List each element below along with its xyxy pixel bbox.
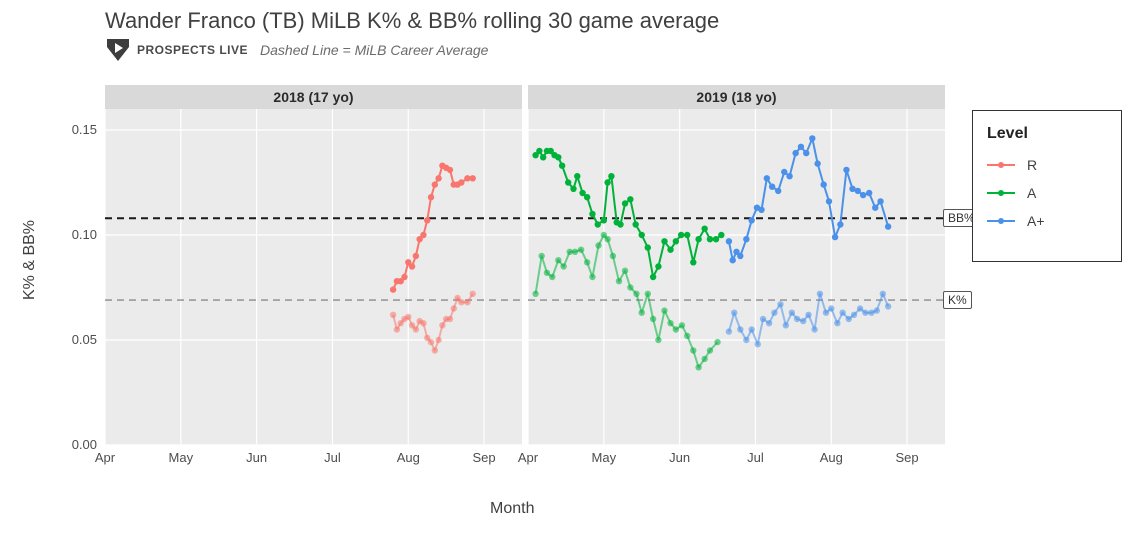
y-tick-label: 0.15 <box>49 122 97 137</box>
legend-item-a: A <box>987 185 1107 201</box>
y-tick-label: 0.00 <box>49 437 97 452</box>
legend-label: A+ <box>1027 213 1045 229</box>
x-tick-label: Aug <box>820 450 843 465</box>
legend-item-aplus: A+ <box>987 213 1107 229</box>
legend-label: R <box>1027 157 1037 173</box>
y-tick-label: 0.05 <box>49 332 97 347</box>
legend-title: Level <box>987 125 1107 143</box>
x-tick-label: Sep <box>896 450 919 465</box>
y-tick-label: 0.10 <box>49 227 97 242</box>
x-tick-label: Jul <box>324 450 341 465</box>
legend-label: A <box>1027 185 1036 201</box>
logo-text: PROSPECTS LIVE <box>137 43 248 57</box>
x-tick-label: Apr <box>95 450 115 465</box>
reference-line-label-k: K% <box>943 291 972 309</box>
shield-play-icon <box>105 39 131 61</box>
legend-box: Level RA A+ <box>972 110 1122 262</box>
facet-panel <box>528 109 945 445</box>
chart-title: Wander Franco (TB) MiLB K% & BB% rolling… <box>105 8 1140 34</box>
x-tick-label: Jun <box>246 450 267 465</box>
prospects-live-logo: PROSPECTS LIVE <box>105 39 248 61</box>
x-axis-label: Month <box>490 500 534 518</box>
facet-strip: 2018 (17 yo) <box>105 85 522 109</box>
y-axis-label: K% & BB% <box>21 220 39 300</box>
legend-swatch <box>987 186 1015 200</box>
subtitle-row: PROSPECTS LIVE Dashed Line = MiLB Career… <box>105 36 1140 64</box>
subtitle-note: Dashed Line = MiLB Career Average <box>260 42 488 58</box>
x-tick-label: Aug <box>397 450 420 465</box>
facet-strip: 2019 (18 yo) <box>528 85 945 109</box>
x-tick-label: Sep <box>473 450 496 465</box>
x-tick-label: May <box>169 450 194 465</box>
facet-panel <box>105 109 522 445</box>
legend-swatch <box>987 214 1015 228</box>
x-tick-label: Jun <box>669 450 690 465</box>
legend-swatch <box>987 158 1015 172</box>
x-tick-label: Jul <box>747 450 764 465</box>
x-tick-label: Apr <box>518 450 538 465</box>
plot-area: 2018 (17 yo) Apr May Jun Jul Aug Sep 2019 (18 y… <box>105 85 945 475</box>
x-tick-label: May <box>592 450 617 465</box>
legend-item-r: R <box>987 157 1107 173</box>
